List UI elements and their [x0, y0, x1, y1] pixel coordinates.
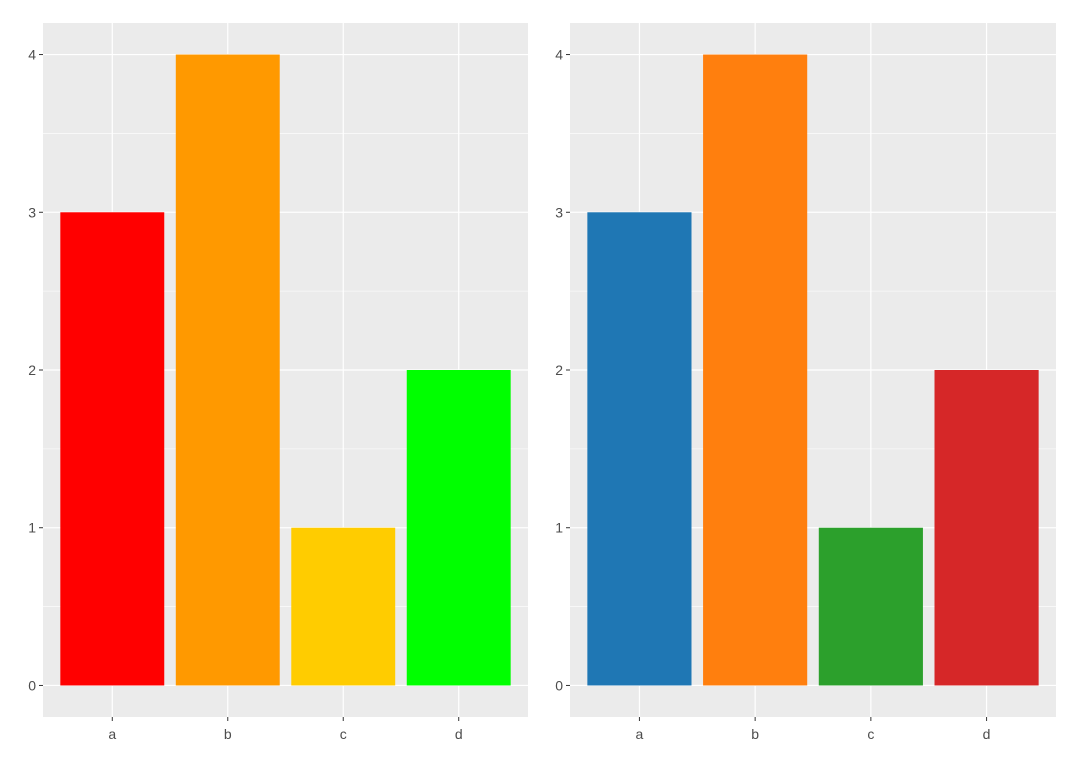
x-tick-label: b	[751, 726, 759, 742]
bar-a	[587, 212, 692, 686]
bar-c	[818, 527, 923, 686]
bar-c	[291, 527, 396, 686]
x-tick-label: d	[455, 726, 463, 742]
bar-d	[406, 370, 511, 686]
x-tick-label: d	[983, 726, 991, 742]
bar-d	[934, 370, 1039, 686]
y-tick-label: 1	[28, 520, 36, 536]
y-tick-label: 0	[555, 677, 563, 693]
x-tick-label: c	[867, 726, 874, 742]
bar-b	[175, 54, 280, 686]
x-tick-label: b	[224, 726, 232, 742]
x-tick-label: a	[108, 726, 116, 742]
y-tick-label: 3	[28, 204, 36, 220]
y-tick-label: 4	[28, 47, 36, 63]
y-tick-label: 4	[555, 47, 563, 63]
x-tick-label: c	[340, 726, 347, 742]
bar-b	[703, 54, 808, 686]
y-tick-label: 2	[555, 362, 563, 378]
y-tick-label: 1	[555, 520, 563, 536]
bar-a	[60, 212, 165, 686]
y-tick-label: 2	[28, 362, 36, 378]
y-tick-label: 3	[555, 204, 563, 220]
x-tick-label: a	[636, 726, 644, 742]
y-tick-label: 0	[28, 677, 36, 693]
left-bar-chart: 0 1 2 3 4 a b c d	[28, 23, 528, 742]
right-bar-chart: 0 1 2 3 4 a b c d	[555, 23, 1056, 742]
